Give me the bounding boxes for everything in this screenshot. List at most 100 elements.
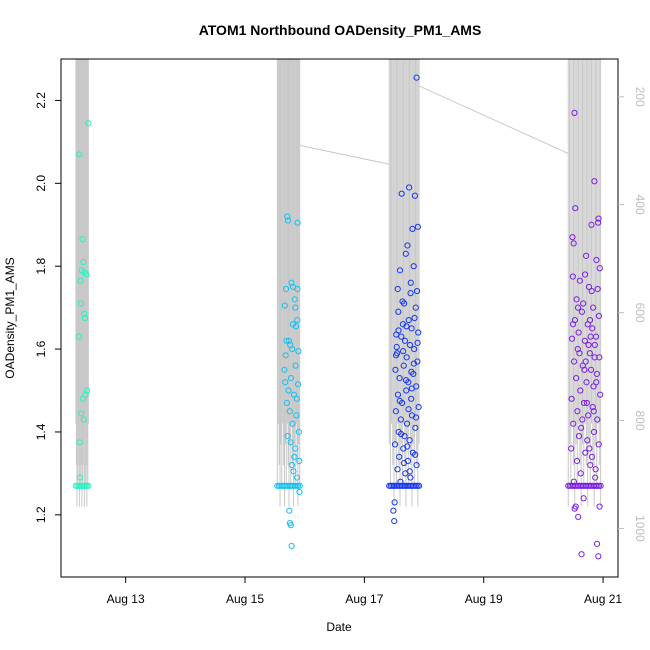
data-point: [592, 474, 599, 481]
data-point: [413, 74, 420, 81]
data-point: [394, 285, 401, 293]
data-point: [404, 242, 411, 249]
data-point: [292, 362, 299, 369]
data-point: [400, 459, 408, 467]
data-point: [402, 250, 409, 257]
data-point: [581, 337, 588, 344]
data-point: [578, 424, 585, 431]
data-point: [568, 335, 576, 342]
data-point: [595, 441, 602, 448]
data-point: [406, 437, 413, 444]
data-point: [579, 416, 586, 423]
data-point: [79, 236, 86, 243]
data-point: [398, 190, 405, 197]
data-point: [595, 215, 602, 222]
data-point: [282, 352, 289, 359]
data-point: [294, 219, 301, 226]
data-point: [585, 412, 592, 419]
data-point: [580, 300, 587, 307]
data-point: [569, 321, 577, 328]
data-point: [587, 333, 594, 340]
x-tick-label: Aug 13: [107, 592, 145, 606]
data-point: [570, 420, 577, 427]
data-point: [581, 366, 588, 373]
data-point: [80, 258, 87, 266]
y-axis-label: OADensity_PM1_AMS: [3, 257, 17, 378]
data-point: [403, 420, 411, 427]
x-axis: Aug 13 Aug 15 Aug 17 Aug 19 Aug 21: [107, 577, 622, 606]
data-point: [409, 225, 416, 233]
data-point: [407, 290, 414, 297]
data-point: [576, 350, 583, 357]
data-point: [586, 445, 593, 452]
data-point: [78, 410, 85, 417]
data-point: [290, 468, 297, 475]
altitude-connector-line: [418, 85, 569, 154]
data-point: [568, 445, 575, 452]
data-point: [400, 348, 407, 355]
data-point: [399, 298, 406, 305]
data-point: [294, 381, 302, 388]
data-point: [406, 184, 413, 191]
y-tick-label: 2.2: [34, 92, 48, 109]
data-point: [394, 466, 401, 473]
data-point: [283, 399, 290, 407]
data-point: [405, 406, 412, 413]
data-point: [590, 428, 598, 436]
data-point: [573, 296, 580, 303]
data-point: [85, 482, 92, 489]
y2-tick-label: 400: [633, 195, 647, 215]
data-point: [582, 449, 589, 456]
data-point: [588, 453, 595, 460]
data-point: [573, 457, 581, 465]
data-point: [583, 379, 590, 386]
data-point: [414, 339, 421, 346]
data-point: [575, 329, 582, 336]
data-point: [291, 296, 298, 303]
data-point: [412, 414, 420, 421]
data-point: [282, 285, 290, 293]
data-point: [407, 279, 414, 286]
data-point: [79, 395, 87, 402]
data-point: [593, 256, 600, 264]
data-point: [587, 462, 594, 469]
data-point: [296, 482, 303, 489]
data-point: [583, 399, 591, 407]
data-point: [406, 468, 413, 475]
data-point: [577, 470, 584, 477]
data-point: [582, 252, 590, 259]
data-point: [392, 352, 400, 359]
data-point: [412, 424, 419, 431]
data-point: [413, 462, 420, 469]
data-point: [590, 383, 597, 390]
data-point: [75, 333, 82, 340]
data-point: [578, 551, 585, 558]
data-point: [582, 358, 589, 365]
data-point: [281, 366, 288, 373]
data-point: [391, 441, 399, 448]
data-point: [586, 350, 593, 357]
data-point: [571, 505, 578, 512]
data-point: [291, 453, 298, 460]
data-point: [293, 474, 301, 481]
data-point: [391, 517, 398, 525]
data-point: [591, 178, 598, 185]
data-point: [282, 379, 289, 386]
data-point: [588, 287, 595, 295]
data-point: [287, 439, 294, 446]
data-point: [81, 310, 88, 317]
data-point: [593, 370, 600, 378]
data-point: [395, 327, 402, 334]
data-point: [396, 374, 403, 382]
data-point: [415, 403, 422, 411]
data-point: [285, 217, 292, 224]
data-point: [572, 205, 579, 212]
data-point: [570, 478, 577, 485]
data-point: [293, 395, 300, 402]
data-point: [412, 451, 419, 458]
y-tick-label: 1.8: [34, 258, 48, 275]
data-point: [390, 507, 397, 514]
data-points: [72, 74, 604, 560]
data-point: [285, 387, 292, 394]
data-point: [415, 482, 423, 489]
